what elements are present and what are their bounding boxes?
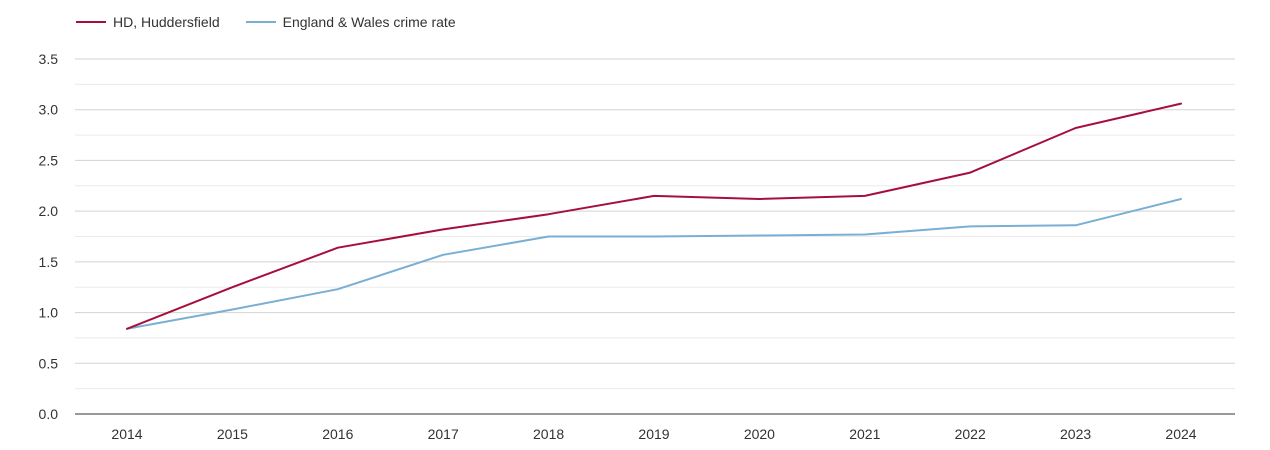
chart-legend: HD, Huddersfield England & Wales crime r… — [76, 14, 482, 30]
series-lines — [126, 102, 1182, 330]
y-tick-label: 1.5 — [39, 254, 59, 270]
y-tick-label: 2.0 — [39, 203, 59, 219]
legend-label-england-wales: England & Wales crime rate — [282, 14, 456, 30]
y-tick-label: 1.0 — [39, 305, 59, 321]
x-tick-label: 2021 — [849, 426, 880, 442]
y-tick-label: 3.0 — [39, 102, 59, 118]
y-tick-label: 2.5 — [39, 152, 59, 168]
x-tick-label: 2017 — [428, 426, 459, 442]
legend-item-england-wales[interactable]: England & Wales crime rate — [245, 14, 456, 30]
series-line-1[interactable] — [126, 198, 1182, 330]
x-tick-label: 2022 — [955, 426, 986, 442]
x-tick-label: 2023 — [1060, 426, 1091, 442]
y-tick-label: 3.5 — [39, 51, 59, 67]
x-tick-label: 2019 — [638, 426, 669, 442]
y-tick-label: 0.5 — [39, 355, 59, 371]
x-tick-label: 2024 — [1165, 426, 1196, 442]
x-tick-label: 2018 — [533, 426, 564, 442]
legend-label-huddersfield: HD, Huddersfield — [113, 14, 220, 30]
x-tick-label: 2016 — [322, 426, 353, 442]
grid-lines — [75, 58, 1235, 415]
y-tick-label: 0.0 — [39, 406, 59, 422]
x-tick-label: 2015 — [217, 426, 248, 442]
series-line-0[interactable] — [126, 102, 1182, 330]
legend-item-huddersfield[interactable]: HD, Huddersfield — [76, 14, 220, 30]
legend-swatch-england-wales — [245, 21, 276, 23]
x-tick-label: 2020 — [744, 426, 775, 442]
y-axis: 0.0 0.5 1.0 1.5 2.0 2.5 3.0 3.5 — [39, 51, 59, 422]
x-tick-label: 2014 — [111, 426, 142, 442]
legend-swatch-huddersfield — [76, 21, 106, 23]
x-axis: 2014 2015 2016 2017 2018 2019 2020 2021 2022 2023… — [111, 426, 1196, 442]
